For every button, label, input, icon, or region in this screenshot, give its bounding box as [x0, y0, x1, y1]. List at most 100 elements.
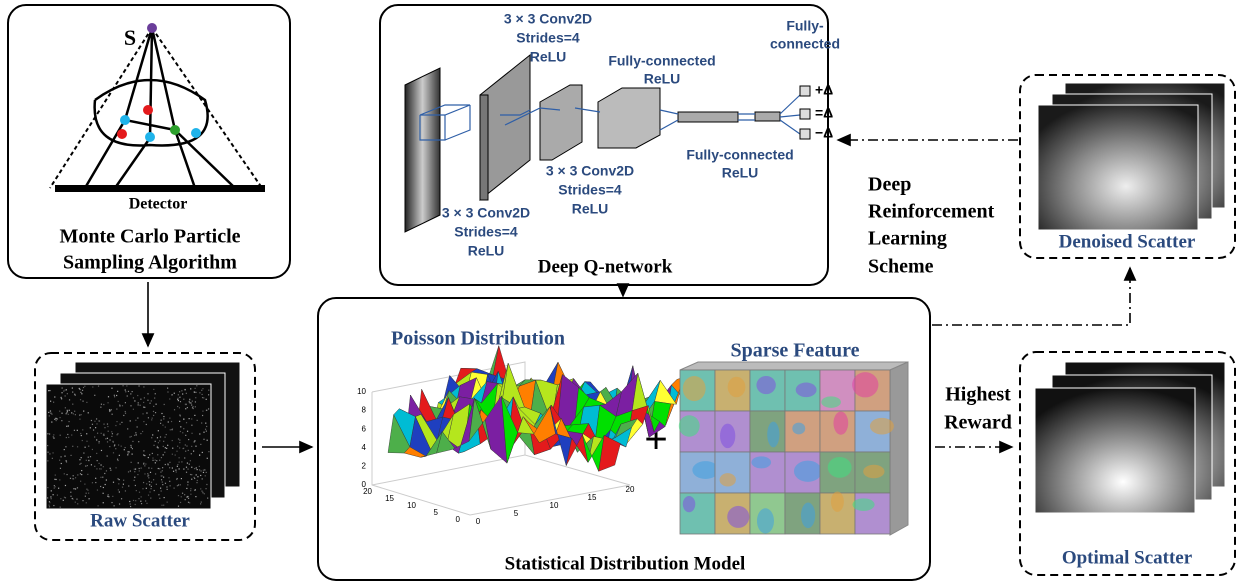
noise-dot: [59, 411, 60, 412]
noise-dot: [162, 475, 163, 476]
layer-label: ReLU: [572, 201, 609, 217]
noise-dot: [205, 429, 206, 430]
noise-dot: [188, 498, 189, 499]
noise-dot: [142, 488, 143, 489]
noise-dot: [111, 502, 112, 503]
noise-dot: [160, 472, 161, 473]
noise-dot: [83, 387, 84, 388]
noise-dot: [119, 479, 120, 480]
noise-dot: [206, 426, 207, 427]
noise-dot: [80, 392, 81, 393]
noise-dot: [125, 411, 126, 412]
noise-dot: [162, 467, 163, 468]
noise-dot: [137, 426, 138, 427]
noise-dot: [48, 412, 49, 413]
noise-dot: [190, 494, 191, 495]
noise-dot: [68, 425, 69, 426]
noise-dot: [107, 441, 108, 442]
noise-dot: [206, 472, 207, 473]
noise-dot: [133, 397, 134, 398]
noise-dot: [150, 472, 151, 473]
noise-dot: [200, 444, 201, 445]
noise-dot: [47, 452, 48, 453]
noise-dot: [191, 453, 192, 454]
noise-dot: [86, 502, 87, 503]
noise-dot: [55, 418, 56, 419]
noise-dot: [178, 394, 179, 395]
noise-dot: [112, 496, 113, 497]
layer-label: ReLU: [530, 49, 567, 65]
feature-blob: [727, 506, 749, 528]
noise-dot: [138, 441, 139, 442]
noise-dot: [49, 505, 50, 506]
noise-dot: [132, 441, 133, 442]
noise-dot: [172, 428, 173, 429]
noise-dot: [202, 394, 203, 395]
noise-dot: [162, 470, 163, 471]
feature-blob: [853, 498, 875, 511]
noise-dot: [169, 398, 170, 399]
noise-dot: [159, 498, 160, 499]
noise-dot: [153, 406, 154, 407]
noise-dot: [179, 442, 180, 443]
noise-dot: [97, 505, 98, 506]
feature-blob: [756, 376, 775, 394]
x-tick-label: 15: [588, 493, 597, 502]
noise-dot: [105, 484, 106, 485]
noise-dot: [190, 460, 191, 461]
noise-dot: [115, 467, 116, 468]
noise-dot: [119, 503, 120, 504]
noise-dot: [146, 488, 147, 489]
noise-dot: [195, 489, 196, 490]
noise-dot: [112, 433, 113, 434]
noise-dot: [141, 496, 142, 497]
noise-dot: [118, 483, 119, 484]
noise-dot: [116, 421, 117, 422]
noise-dot: [146, 483, 147, 484]
action-label: +Δ: [815, 82, 833, 98]
noise-dot: [187, 431, 188, 432]
noise-dot: [188, 450, 189, 451]
noise-dot: [67, 434, 68, 435]
noise-dot: [92, 449, 93, 450]
noise-dot: [75, 488, 76, 489]
noise-dot: [180, 426, 181, 427]
noise-dot: [83, 410, 84, 411]
noise-dot: [97, 433, 98, 434]
noise-dot: [103, 502, 104, 503]
feature-blob: [792, 423, 805, 435]
noise-dot: [77, 446, 78, 447]
noise-dot: [123, 480, 124, 481]
noise-dot: [115, 425, 116, 426]
noise-dot: [130, 405, 131, 406]
noise-dot: [148, 417, 149, 418]
poisson-plot: 02468102015105005101520: [357, 346, 693, 527]
noise-dot: [179, 468, 180, 469]
noise-dot: [107, 426, 108, 427]
noise-dot: [61, 413, 62, 414]
noise-dot: [191, 418, 192, 419]
noise-dot: [88, 412, 89, 413]
noise-dot: [50, 413, 51, 414]
noise-dot: [132, 454, 133, 455]
noise-dot: [206, 399, 207, 400]
noise-dot: [100, 407, 101, 408]
noise-dot: [131, 436, 132, 437]
noise-dot: [185, 499, 186, 500]
noise-dot: [110, 470, 111, 471]
noise-dot: [92, 424, 93, 425]
x-tick-label: 20: [626, 485, 635, 494]
noise-dot: [113, 482, 114, 483]
noise-dot: [180, 401, 181, 402]
noise-dot: [142, 431, 143, 432]
noise-dot: [133, 500, 134, 501]
x-tick-label: 0: [476, 517, 481, 526]
noise-dot: [200, 470, 201, 471]
noise-dot: [49, 502, 50, 503]
noise-dot: [189, 464, 190, 465]
noise-dot: [169, 462, 170, 463]
noise-dot: [186, 488, 187, 489]
noise-dot: [189, 402, 190, 403]
noise-dot: [64, 473, 65, 474]
noise-dot: [128, 391, 129, 392]
